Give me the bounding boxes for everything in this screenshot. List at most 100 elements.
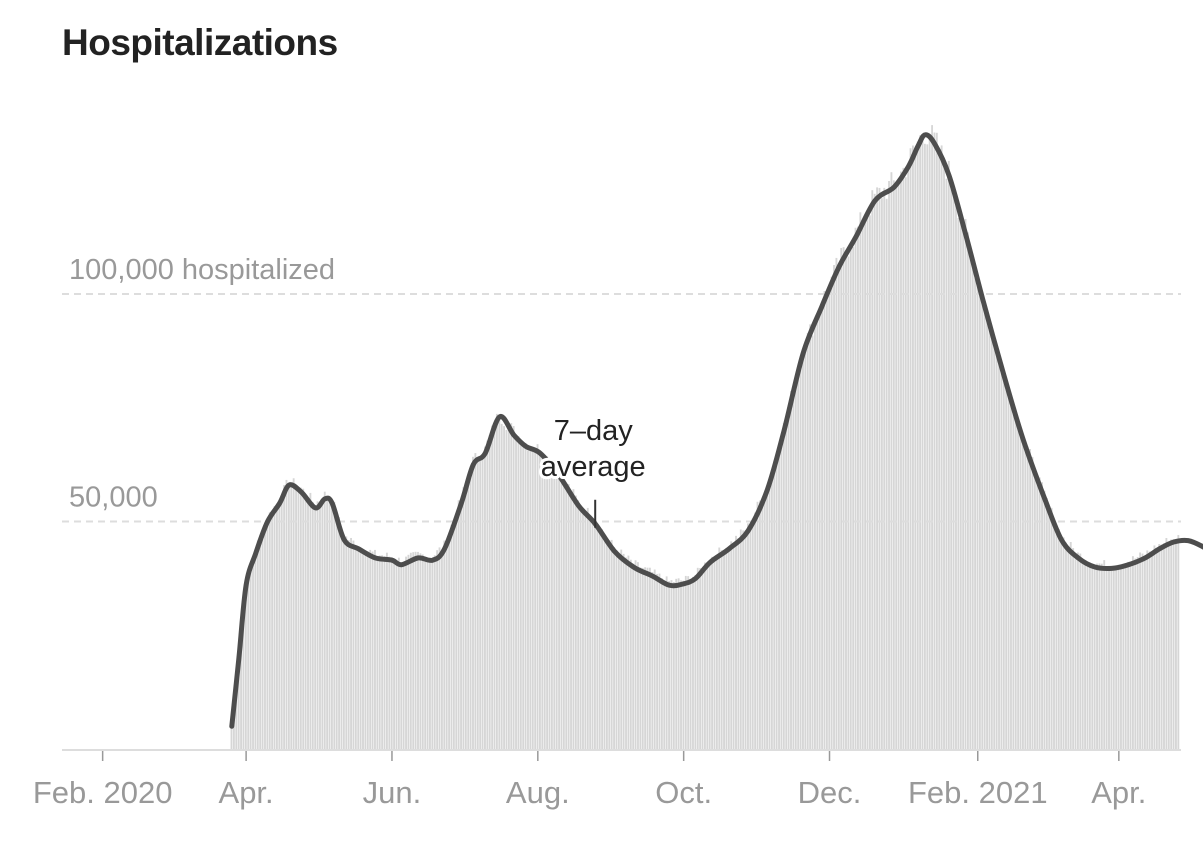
daily-bar-109 <box>491 425 494 749</box>
daily-bar-346 <box>1057 528 1060 749</box>
daily-bar-350 <box>1067 545 1070 749</box>
x-tick-label-5: Dec. <box>798 775 862 810</box>
daily-bar-56 <box>364 553 367 749</box>
daily-bar-8 <box>249 564 252 749</box>
daily-bar-274 <box>885 198 888 750</box>
daily-bar-32 <box>307 500 309 749</box>
daily-bar-17 <box>271 514 274 749</box>
daily-bar-175 <box>649 567 651 749</box>
daily-bar-34 <box>311 502 314 749</box>
daily-bar-40 <box>326 498 329 749</box>
daily-bar-218 <box>751 518 754 749</box>
daily-bar-393 <box>1170 539 1173 749</box>
daily-bar-105 <box>481 456 484 749</box>
daily-bar-351 <box>1069 542 1072 749</box>
daily-bar-286 <box>914 146 917 750</box>
daily-bar-260 <box>852 247 855 749</box>
daily-bar-170 <box>637 562 639 749</box>
daily-bar-285 <box>912 145 914 749</box>
daily-bar-131 <box>543 462 546 749</box>
daily-bar-151 <box>591 522 594 749</box>
daily-bar-57 <box>366 551 369 749</box>
daily-bar-193 <box>692 576 694 749</box>
daily-bar-3 <box>237 655 240 749</box>
daily-bar-159 <box>610 539 613 749</box>
x-tick-label-2: Jun. <box>363 775 422 810</box>
daily-bar-59 <box>371 551 374 749</box>
daily-bar-248 <box>823 290 826 749</box>
daily-bar-153 <box>596 525 599 749</box>
daily-bar-215 <box>744 530 747 749</box>
daily-bar-194 <box>694 575 697 749</box>
daily-bar-154 <box>598 532 601 749</box>
daily-bar-327 <box>1012 412 1015 749</box>
daily-bar-10 <box>254 551 257 749</box>
daily-bar-209 <box>730 541 733 749</box>
daily-bar-14 <box>264 524 266 749</box>
daily-bar-81 <box>424 559 427 749</box>
daily-bar-85 <box>433 555 436 749</box>
daily-bar-320 <box>995 344 998 749</box>
daily-bar-227 <box>773 460 776 749</box>
daily-bar-241 <box>806 332 809 749</box>
daily-bar-272 <box>880 198 883 749</box>
daily-bar-203 <box>715 558 718 749</box>
daily-bar-252 <box>833 264 835 749</box>
daily-bar-37 <box>319 501 321 749</box>
daily-bar-388 <box>1158 544 1161 749</box>
daily-bar-83 <box>429 557 431 749</box>
daily-bar-378 <box>1134 558 1137 749</box>
daily-bar-47 <box>342 538 345 749</box>
daily-bar-300 <box>947 160 950 749</box>
daily-bar-394 <box>1172 539 1175 749</box>
daily-bar-311 <box>974 278 977 749</box>
daily-bar-141 <box>567 484 570 749</box>
daily-bar-371 <box>1117 564 1120 749</box>
daily-bar-181 <box>663 582 666 749</box>
daily-bar-66 <box>388 556 391 749</box>
daily-bar-190 <box>684 575 687 749</box>
daily-bar-144 <box>574 495 577 749</box>
daily-bar-158 <box>608 540 611 749</box>
daily-bar-188 <box>680 580 682 749</box>
daily-bar-385 <box>1151 552 1153 749</box>
daily-bar-114 <box>503 426 505 749</box>
daily-bar-129 <box>539 454 541 749</box>
daily-bar-87 <box>438 547 441 749</box>
daily-bar-86 <box>436 550 439 749</box>
daily-bar-96 <box>460 500 462 749</box>
daily-bar-48 <box>345 536 348 749</box>
daily-bar-200 <box>708 561 711 749</box>
daily-bar-31 <box>304 496 307 749</box>
daily-bar-237 <box>797 374 800 749</box>
daily-bar-275 <box>888 181 890 749</box>
daily-bar-217 <box>749 525 752 749</box>
daily-bar-360 <box>1091 566 1094 749</box>
daily-bar-71 <box>400 564 403 749</box>
daily-bar-107 <box>486 440 489 749</box>
daily-bar-205 <box>720 550 723 749</box>
daily-bar-358 <box>1086 562 1089 749</box>
daily-bar-211 <box>735 535 737 749</box>
daily-bar-240 <box>804 351 807 749</box>
daily-bar-207 <box>725 547 728 749</box>
daily-bar-381 <box>1141 553 1144 749</box>
daily-bar-169 <box>634 560 637 749</box>
daily-bar-7 <box>247 570 250 749</box>
daily-bar-277 <box>892 180 895 749</box>
daily-bar-76 <box>412 552 415 749</box>
daily-bar-251 <box>830 276 833 749</box>
daily-bar-314 <box>981 295 984 749</box>
daily-bar-178 <box>656 573 659 749</box>
daily-bar-343 <box>1050 507 1053 749</box>
daily-bar-326 <box>1010 396 1012 749</box>
daily-bar-304 <box>957 217 960 750</box>
daily-bar-174 <box>646 567 649 749</box>
daily-bar-166 <box>627 555 630 749</box>
daily-bar-189 <box>682 580 685 749</box>
daily-bar-365 <box>1103 560 1106 749</box>
daily-bar-133 <box>548 466 551 749</box>
daily-bar-23 <box>285 479 288 749</box>
daily-bar-224 <box>766 486 769 749</box>
